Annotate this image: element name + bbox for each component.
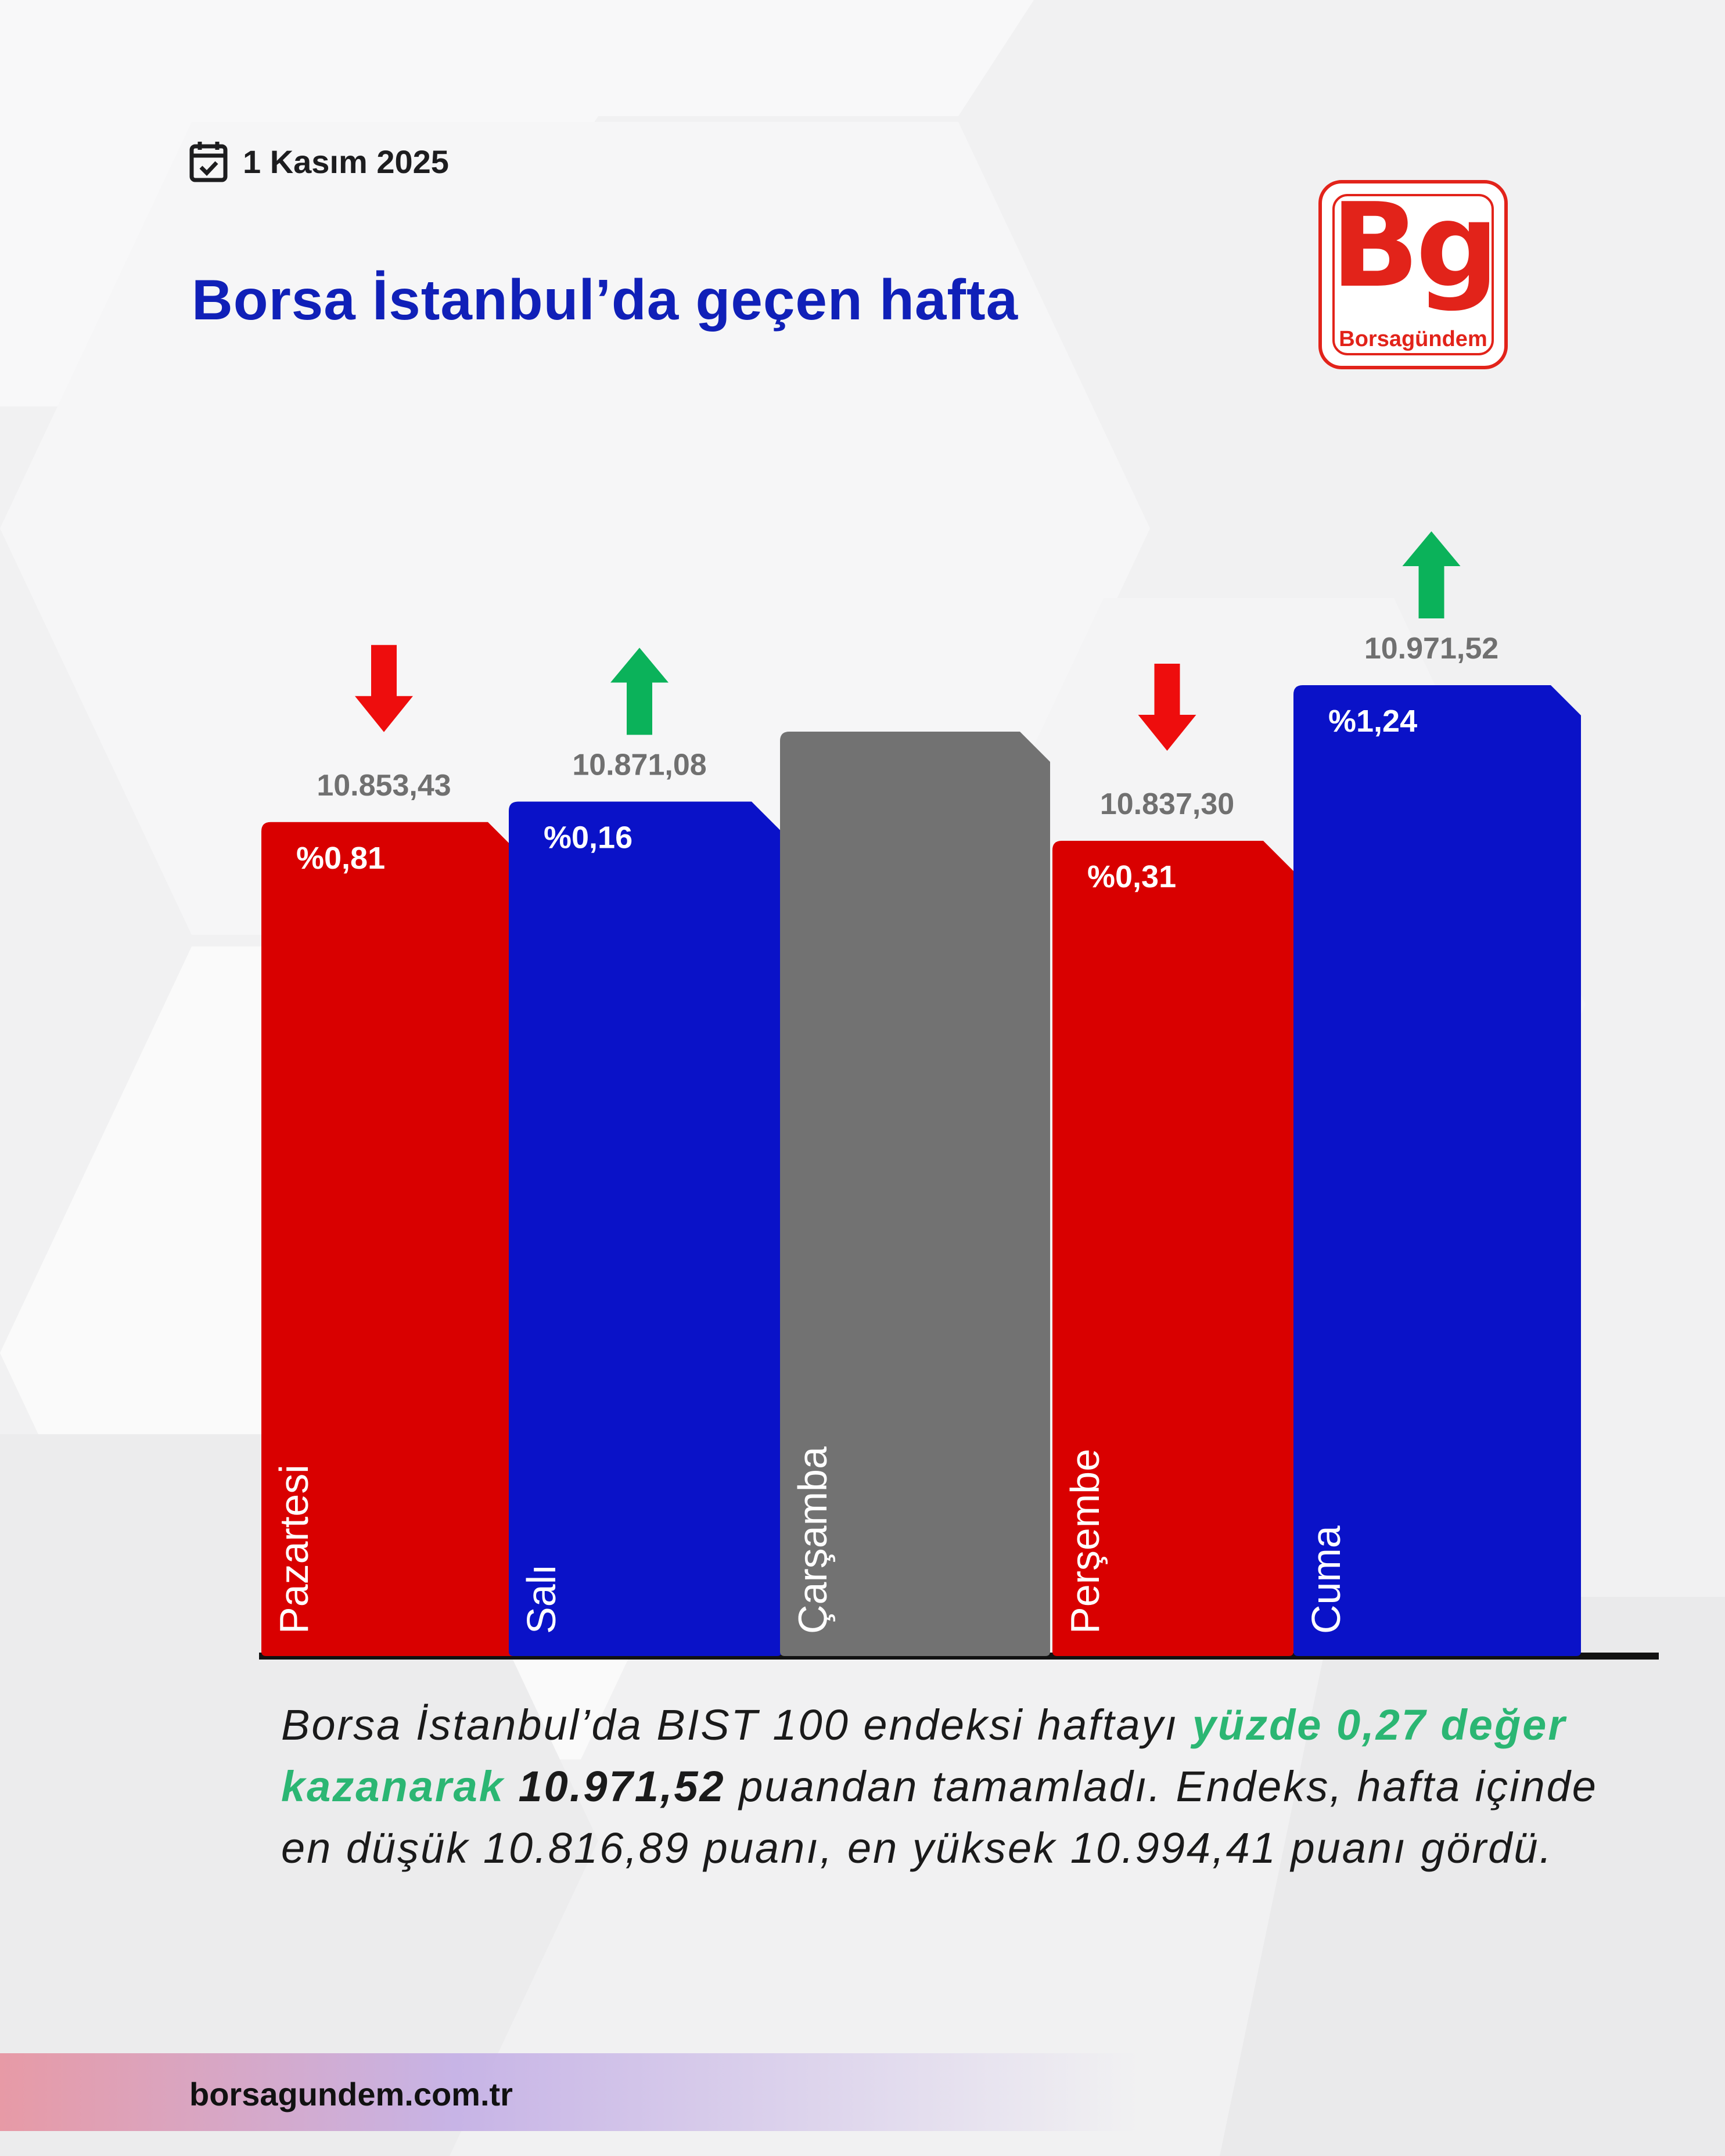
value-label-4: 10.971,52 [1364,632,1498,665]
bar-3 [1052,841,1293,1656]
bar-0 [261,822,518,1656]
change-label-4: %1,24 [1328,704,1417,739]
summary-part-3: puandan tamamladı. Endeks, hafta içinde … [281,1762,1598,1872]
change-label-3: %0,31 [1087,859,1176,894]
day-label-2: Çarşamba [790,1446,835,1634]
summary-text: Borsa İstanbul’da BIST 100 endeksi hafta… [281,1694,1617,1879]
logo-name: Borsagündem [1339,327,1487,351]
brand-logo: Bg Borsagündem [1318,180,1508,369]
value-label-3: 10.837,30 [1100,787,1234,821]
date-row: 1 Kasım 2025 [189,138,449,185]
day-label-0: Pazartesi [271,1464,317,1634]
day-label-4: Cuma [1303,1525,1349,1634]
arrow-up-icon [1402,531,1461,618]
arrow-down-icon [355,645,413,732]
calendar-check-icon [189,142,228,182]
change-label-0: %0,81 [296,841,385,876]
day-label-3: Perşembe [1062,1449,1108,1634]
summary-part-2 [505,1762,519,1811]
change-label-1: %0,16 [544,820,632,855]
page-title: Borsa İstanbul’da geçen hafta [192,268,1019,332]
day-label-1: Salı [519,1564,564,1634]
summary-close-value: 10.971,52 [518,1762,725,1811]
summary-part-1: Borsa İstanbul’da BIST 100 endeksi hafta… [281,1701,1192,1749]
bar-2 [780,732,1050,1656]
value-label-0: 10.853,43 [317,769,451,802]
logo-mark: Bg [1331,178,1499,314]
footer-band [0,2053,1138,2131]
summary-highlight: yüzde 0,27 değer kazanarak [281,1701,1567,1811]
value-label-1: 10.871,08 [572,748,706,782]
date-label: 1 Kasım 2025 [243,143,449,180]
bar-4 [1293,685,1581,1656]
logo-frame [1332,194,1494,355]
footer-url[interactable]: borsagundem.com.tr [189,2076,513,2112]
arrow-down-icon [1138,664,1196,751]
bar-1 [509,801,782,1656]
arrow-up-icon [610,647,669,735]
